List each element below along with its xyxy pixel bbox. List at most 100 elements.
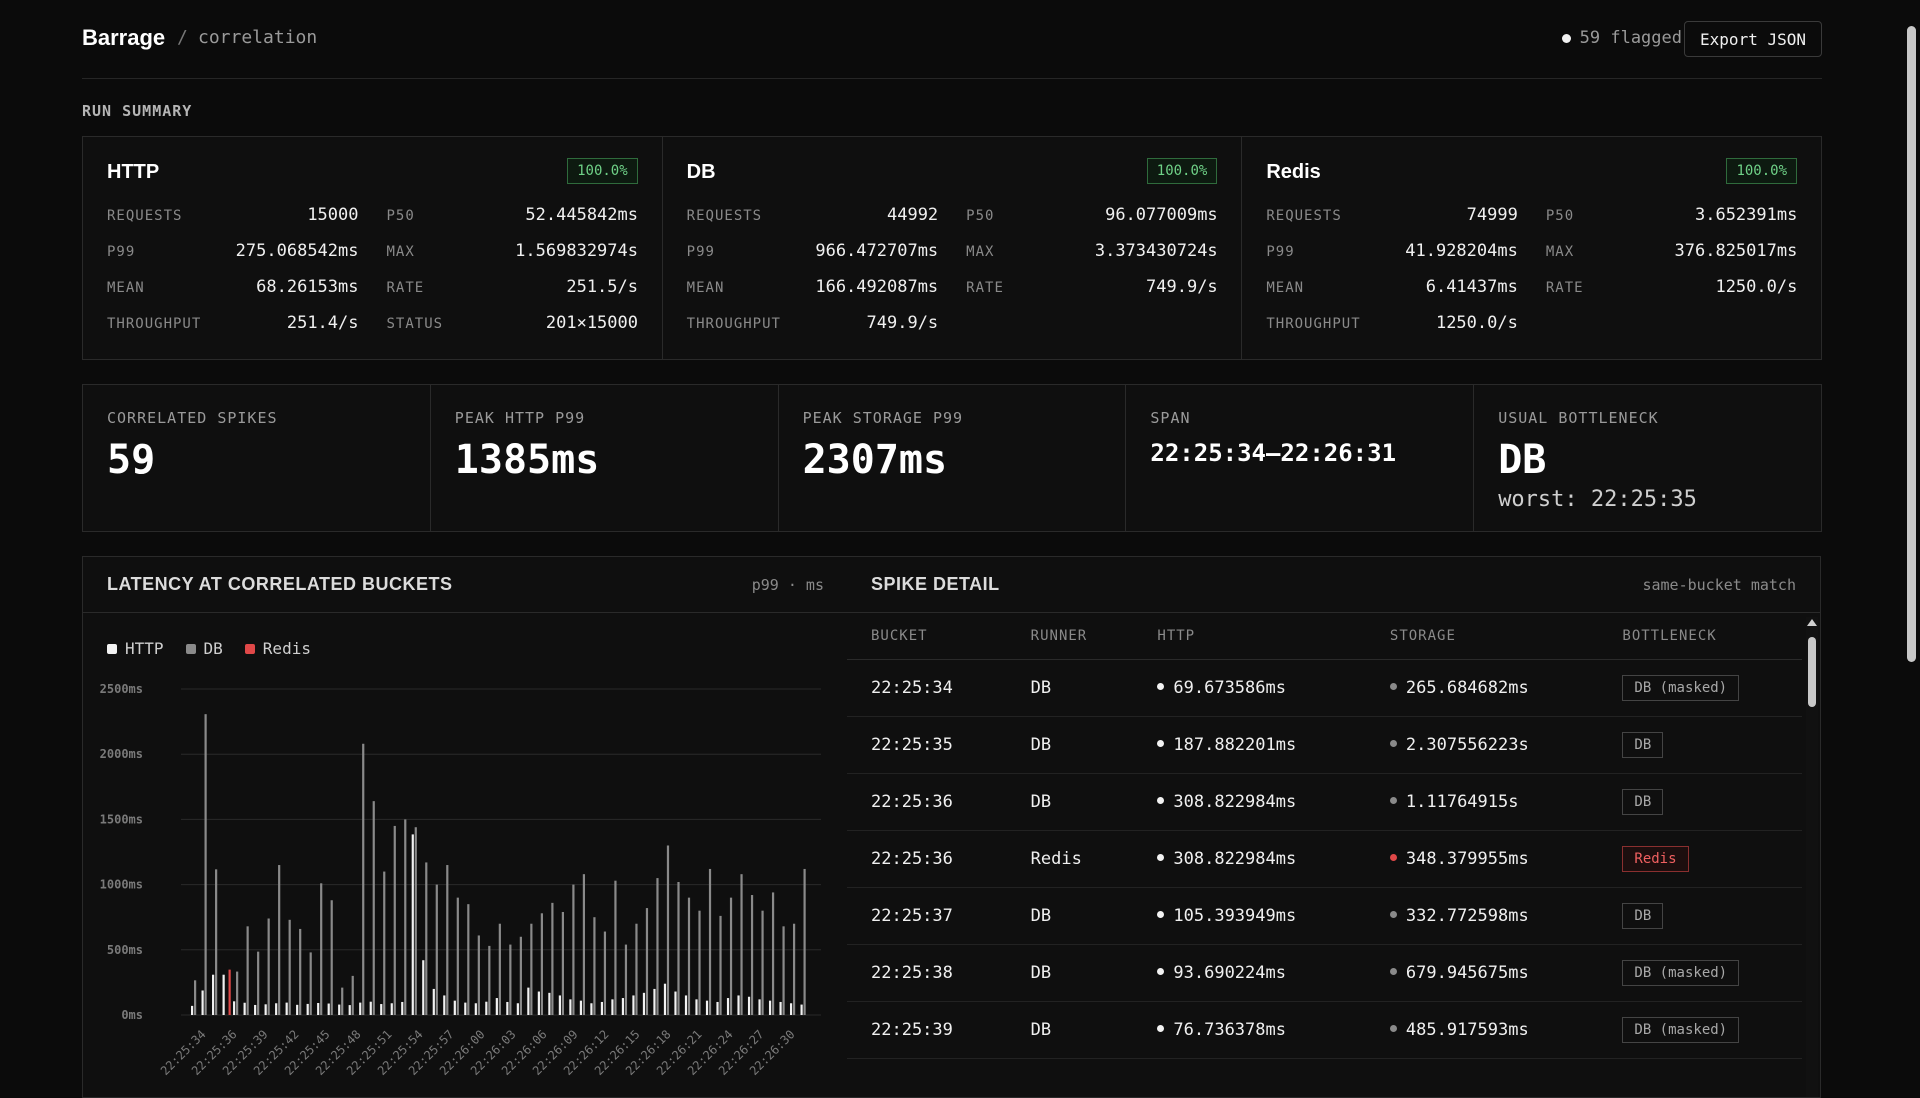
cell-storage-value: 332.772598ms — [1405, 906, 1529, 926]
bar-http — [653, 988, 656, 1015]
cell-http: 308.822984ms — [1157, 849, 1390, 869]
metric-value: 251.4/s — [286, 313, 359, 333]
bar-db — [719, 915, 722, 1015]
cell-storage: 2.307556223s — [1389, 735, 1623, 755]
cell-runner: DB — [1030, 735, 1052, 755]
metric-value: 251.5/s — [566, 277, 638, 297]
spike-table-header: BUCKET RUNNER HTTP STORAGE BOTTLENECK — [847, 613, 1802, 660]
cell-storage-value: 485.917593ms — [1405, 1020, 1529, 1040]
chart-panel-title: LATENCY AT CORRELATED BUCKETS — [107, 574, 453, 594]
cell-bucket: 22:25:35 — [871, 735, 953, 755]
cell-bucket: 22:25:36 — [871, 792, 953, 812]
bar-db — [309, 952, 312, 1015]
bar-db — [288, 919, 291, 1015]
table-row[interactable]: 22:25:35 DB 187.882201ms 2.307556223s DB — [847, 717, 1802, 774]
export-json-button[interactable]: Export JSON — [1684, 21, 1822, 57]
metric-label: P50 — [386, 208, 415, 224]
bar-db — [204, 714, 207, 1015]
bar-db — [330, 900, 333, 1015]
legend-swatch — [244, 643, 255, 654]
cell-storage: 679.945675ms — [1389, 963, 1623, 983]
metric-value: 1.569832974s — [515, 241, 638, 261]
scroll-up-arrow-icon[interactable] — [1807, 619, 1817, 626]
service-name: HTTP — [107, 161, 160, 183]
stat-peak-http-p99: PEAK HTTP P99 1385ms — [431, 385, 779, 531]
bar-http — [464, 1002, 467, 1015]
bar-db — [572, 884, 575, 1015]
table-row[interactable]: 22:25:38 DB 93.690224ms 679.945675ms DB (mas… — [847, 945, 1802, 1002]
metric-label: RATE — [966, 280, 1004, 296]
service-card-http: HTTP 100.0% REQUESTS 15000 P50 52.445842ms P99… — [83, 137, 663, 359]
bar-db — [761, 910, 764, 1015]
col-bucket[interactable]: BUCKET — [871, 628, 928, 644]
cell-http: 105.393949ms — [1157, 906, 1390, 926]
col-bottleneck[interactable]: BOTTLENECK — [1622, 628, 1717, 644]
cell-http-value: 308.822984ms — [1173, 849, 1297, 869]
table-row[interactable]: 22:25:34 DB 69.673586ms 265.684682ms DB (mas… — [847, 660, 1802, 717]
spike-detail-panel: SPIKE DETAIL same-bucket match BUCKET RU… — [847, 556, 1821, 1098]
bar-redis — [228, 969, 231, 1015]
success-rate-badge: 100.0% — [1726, 158, 1798, 184]
spike-table-scrollbar[interactable] — [1806, 617, 1818, 1097]
bar-db — [477, 935, 480, 1015]
stat-value: 1385ms — [454, 437, 600, 483]
cell-http-value: 187.882201ms — [1173, 735, 1297, 755]
metric-label: THROUGHPUT — [1266, 316, 1361, 332]
cell-storage-value: 679.945675ms — [1405, 963, 1529, 983]
cell-http: 76.736378ms — [1157, 1020, 1390, 1040]
breadcrumb-separator: / — [177, 27, 188, 48]
scroll-thumb[interactable] — [1808, 637, 1816, 707]
storage-dot-icon — [1389, 796, 1397, 804]
page-scrollbar-thumb[interactable] — [1907, 26, 1916, 662]
table-row[interactable]: 22:25:37 DB 105.393949ms 332.772598ms DB — [847, 888, 1802, 945]
stat-value: 2307ms — [802, 437, 948, 483]
bar-db — [803, 868, 806, 1015]
table-row[interactable]: 22:25:36 DB 308.822984ms 1.11764915s DB — [847, 774, 1802, 831]
bar-http — [401, 1001, 404, 1015]
col-http[interactable]: HTTP — [1157, 628, 1196, 644]
service-metrics: REQUESTS 74999 P50 3.652391ms P99 41.928204ms… — [1266, 205, 1797, 349]
legend-item-redis[interactable]: Redis — [244, 639, 311, 658]
stats-strip: CORRELATED SPIKES 59 PEAK HTTP P99 1385m… — [82, 384, 1822, 532]
bar-http — [800, 1004, 803, 1015]
y-tick-label: 500ms — [107, 943, 143, 957]
bar-http — [327, 1003, 330, 1015]
legend-item-db[interactable]: DB — [185, 639, 223, 658]
bar-db — [687, 897, 691, 1015]
metric-label: REQUESTS — [686, 208, 763, 224]
metric-label: MEAN — [107, 280, 145, 296]
cell-http-value: 76.736378ms — [1173, 1020, 1286, 1040]
cell-storage-value: 2.307556223s — [1405, 735, 1529, 755]
bar-http — [569, 999, 572, 1015]
http-dot-icon — [1157, 739, 1165, 747]
col-runner[interactable]: RUNNER — [1030, 628, 1088, 644]
legend-label: DB — [203, 639, 223, 658]
bar-db — [362, 743, 365, 1015]
stat-sub-worst: worst: 22:25:35 — [1498, 487, 1697, 512]
col-storage[interactable]: STORAGE — [1389, 628, 1456, 644]
metric-value: 275.068542ms — [235, 241, 359, 261]
bar-http — [611, 999, 614, 1015]
metric-throughput: THROUGHPUT 749.9/s — [687, 313, 939, 349]
stat-label: USUAL BOTTLENECK — [1498, 409, 1659, 427]
brand-logo-text[interactable]: Barrage — [82, 25, 166, 50]
table-row[interactable]: 22:25:36 Redis 308.822984ms 348.379955ms Red… — [847, 831, 1802, 888]
metric-p99: P99 966.472707ms — [687, 241, 939, 277]
cell-http-value: 308.822984ms — [1173, 792, 1297, 812]
bar-db — [351, 975, 354, 1015]
cell-runner: DB — [1030, 963, 1052, 983]
cell-bucket: 22:25:38 — [871, 963, 953, 983]
latency-chart-panel: LATENCY AT CORRELATED BUCKETS p99 · ms H… — [82, 556, 849, 1098]
bar-db — [645, 908, 649, 1015]
legend-item-http[interactable]: HTTP — [107, 639, 164, 658]
cell-runner: DB — [1030, 1020, 1052, 1040]
stat-value: 22:25:34–22:26:31 — [1150, 439, 1397, 467]
bar-db — [278, 865, 281, 1015]
bar-db — [236, 971, 239, 1015]
bar-db — [593, 917, 596, 1015]
table-row[interactable]: 22:25:39 DB 76.736378ms 485.917593ms DB (mas… — [847, 1002, 1802, 1059]
bar-db — [582, 874, 586, 1015]
bar-http — [201, 990, 204, 1015]
bar-db — [530, 923, 533, 1015]
bar-db — [320, 883, 323, 1015]
